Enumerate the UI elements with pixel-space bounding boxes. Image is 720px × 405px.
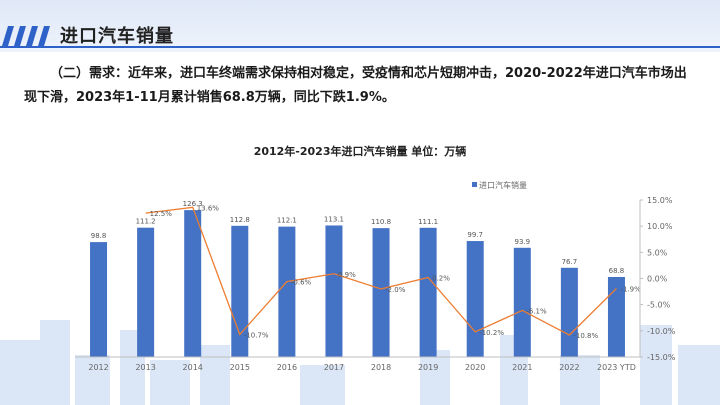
y-right-tick-label: 15.0% [647, 196, 673, 205]
skyline-background [0, 320, 720, 405]
page-title: 进口汽车销量 [60, 26, 174, 47]
bar-label: 93.9 [514, 238, 530, 246]
bar-2022 [560, 267, 578, 357]
y-right-tick-label: -15.0% [647, 353, 676, 362]
growth-rate-label: -0.6% [291, 279, 312, 287]
x-tick-label: 2020 [465, 363, 485, 372]
bar-2014 [184, 210, 202, 357]
bar-2016 [278, 226, 296, 357]
y-right-tick-label: 10.0% [647, 222, 673, 231]
bar-label: 110.8 [371, 218, 391, 226]
growth-rate-label: -10.7% [244, 331, 269, 339]
y-right-tick-label: -5.0% [647, 301, 671, 310]
growth-rate-label: 0.2% [432, 274, 450, 282]
sales-chart: 2012年-2023年进口汽车销量 单位：万辆 进口汽车销量 98.8 111.2… [75, 144, 676, 372]
bar-2020 [466, 241, 484, 357]
bar-label: 126.3 [183, 200, 203, 208]
bar-label: 112.8 [230, 216, 250, 224]
x-tick-label: 2019 [418, 363, 438, 372]
bar-label: 76.7 [562, 258, 578, 266]
bar-label: 112.1 [277, 217, 297, 225]
x-tick-label: 2022 [559, 363, 579, 372]
growth-rate-label: -10.2% [479, 329, 504, 337]
x-tick-label: 2017 [324, 363, 344, 372]
growth-rate-label: 13.6% [197, 204, 220, 212]
x-tick-label: 2014 [183, 363, 203, 372]
bar-2013 [137, 227, 155, 357]
legend: 进口汽车销量 [472, 180, 527, 190]
x-tick-label: 2018 [371, 363, 391, 372]
legend-swatch [472, 182, 477, 187]
growth-rate-label: -1.9% [620, 285, 641, 293]
x-tick-label: 2015 [230, 363, 250, 372]
x-tick-label: 2016 [277, 363, 297, 372]
y-right-tick-label: 5.0% [647, 248, 668, 257]
bar-label: 99.7 [467, 231, 483, 239]
bar-label: 113.1 [324, 215, 344, 223]
bar-label: 111.2 [136, 218, 156, 226]
bar-label: 98.8 [91, 232, 107, 240]
growth-rate-label: -2.0% [385, 286, 406, 294]
bar-2021 [513, 247, 531, 357]
bar-label: 111.1 [418, 218, 438, 226]
growth-rate-label: 0.9% [338, 271, 356, 279]
x-tick-label: 2013 [135, 363, 155, 372]
intro-paragraph: （二）需求：近年来，进口车终端需求保持相对稳定，受疫情和芯片短期冲击，2020-… [24, 62, 696, 110]
growth-rate-label: 12.5% [150, 210, 173, 218]
header-divider [0, 46, 720, 48]
header-stripes-icon [2, 26, 50, 46]
chart-title: 2012年-2023年进口汽车销量 单位：万辆 [254, 144, 467, 158]
intro-paragraph-text: （二）需求：近年来，进口车终端需求保持相对稳定，受疫情和芯片短期冲击，2020-… [24, 66, 687, 105]
legend-label: 进口汽车销量 [479, 180, 527, 190]
bar-2023-YTD [607, 276, 625, 357]
growth-rate-line [145, 206, 617, 336]
bar-2018 [372, 228, 390, 357]
y-right-tick-label: -10.0% [647, 327, 676, 336]
bar-label: 68.8 [609, 267, 625, 275]
growth-rate-label: -10.8% [573, 332, 598, 340]
bar-2019 [419, 227, 437, 357]
growth-rate-label: -6.1% [526, 307, 547, 315]
bar-2012 [90, 242, 108, 357]
header-band [0, 0, 720, 52]
bar-2017 [325, 225, 343, 357]
x-tick-label: 2023 YTD [597, 363, 636, 372]
x-tick-label: 2021 [512, 363, 532, 372]
x-tick-label: 2012 [88, 363, 108, 372]
y-right-tick-label: 0.0% [647, 275, 668, 284]
